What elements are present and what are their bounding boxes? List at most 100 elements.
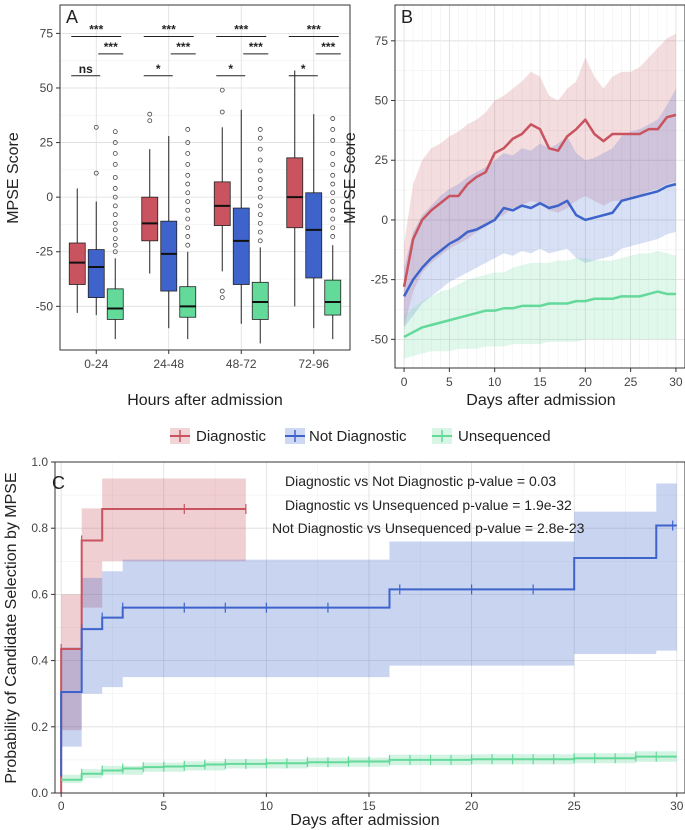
outlier-point [112, 140, 118, 145]
significance-label: * [228, 62, 233, 76]
panel-c-y-tick-label: 1.0 [31, 455, 48, 469]
outlier-point [257, 127, 263, 132]
outlier-point [330, 225, 336, 231]
panel-a-x-tick-label: 0-24 [84, 357, 108, 371]
outlier-point [185, 199, 191, 204]
outlier-point [185, 172, 191, 178]
panel-a-y-tick-label: 75 [40, 26, 54, 40]
outlier-point [330, 127, 336, 132]
legend-item-diagnostic: Diagnostic [170, 428, 267, 445]
panel-c-x-tick-label: 0 [58, 799, 65, 813]
line-not_diagnostic [402, 182, 677, 297]
outlier-point [330, 216, 336, 222]
outlier-point [257, 220, 263, 226]
panel-c-steps [60, 478, 677, 793]
outlier-point [330, 190, 336, 196]
outlier-point [330, 172, 336, 178]
panel-c-frame [54, 461, 685, 794]
legend-item-unsequenced: Unsequenced [432, 428, 551, 445]
box-unsequenced [106, 288, 124, 320]
panel-b-x-tick-label: 15 [533, 375, 547, 389]
outlier-point [219, 87, 225, 93]
panel-c-y-tick-label: 0.4 [31, 654, 48, 668]
annotation-notdiag-vs-unseq: Not Diagnostic vs Unsequenced p-value = … [272, 520, 585, 536]
significance-label: *** [307, 22, 321, 36]
ribbon-not_diagnostic [404, 88, 676, 328]
line-diagnostic [402, 113, 677, 288]
outlier-point [112, 249, 118, 255]
significance-label: *** [162, 22, 176, 36]
panel-c-x-tick-label: 15 [362, 799, 376, 813]
outlier-point [112, 151, 118, 156]
box-unsequenced [324, 279, 342, 316]
panel-a: ******ns********************* -50-250255… [5, 4, 351, 409]
panel-c-label: C [52, 473, 65, 493]
panel-a-x-tick-label: 72-96 [298, 357, 329, 371]
outlier-point [185, 161, 191, 167]
outlier-point [185, 140, 191, 145]
outlier-point [257, 168, 263, 174]
panel-c-x-tick-label: 30 [670, 799, 684, 813]
outlier-point [185, 234, 191, 239]
panel-a-y-tick-label: 50 [40, 81, 54, 95]
box-not_diagnostic [160, 220, 178, 292]
panel-b-x-tick-label: 20 [579, 375, 593, 389]
ribbon-diagnostic [404, 33, 676, 328]
outlier-point [185, 225, 191, 231]
panel-b-y-tick-label: 25 [375, 153, 389, 167]
panel-a-frame [59, 4, 351, 351]
panel-a-y-ticks: -50 -25 0 25 50 75 [36, 26, 60, 313]
outlier-point [112, 212, 118, 218]
panel-c-y-tick-label: 0.0 [31, 786, 48, 800]
panel-c-y-ticks: 0.0 0.2 0.4 0.6 0.8 1.0 [31, 455, 55, 800]
panel-b-x-tick-label: 10 [488, 375, 502, 389]
panel-a-significance: ******ns********************* [71, 22, 341, 77]
panel-c-y-tick-label: 0.6 [31, 587, 48, 601]
outlier-point [112, 203, 118, 209]
box-diagnostic [68, 242, 86, 285]
panel-c-y-tick-label: 0.2 [31, 720, 48, 734]
panel-c-y-axis-title: Probability of Candidate Selection by MP… [3, 472, 20, 783]
significance-label: * [301, 62, 306, 76]
significance-label: *** [234, 22, 248, 36]
outlier-point [330, 161, 336, 167]
panel-b: -50 -25 0 25 50 75 0 5 10 15 20 25 30 B Days after … [342, 4, 685, 409]
outlier-point [93, 124, 99, 130]
outlier-point [257, 238, 263, 244]
panel-c: 0.0 0.2 0.4 0.6 0.8 1.0 0 5 10 15 20 25 30 C Diagno… [3, 455, 685, 829]
outlier-point [330, 207, 336, 213]
panel-b-y-tick-label: 0 [381, 213, 388, 227]
outlier-point [185, 127, 191, 132]
significance-label: *** [89, 22, 103, 36]
panel-b-label: B [401, 7, 413, 27]
panel-b-y-tick-label: 75 [375, 34, 389, 48]
panel-a-y-tick-label: 25 [40, 136, 54, 150]
panel-a-y-tick-label: 0 [46, 190, 53, 204]
outlier-point [112, 194, 118, 200]
panel-b-grid [395, 5, 685, 368]
panel-b-x-tick-label: 0 [401, 375, 408, 389]
outlier-point [219, 109, 225, 115]
outlier-point [112, 186, 118, 191]
outlier-point [330, 199, 336, 204]
box-unsequenced [251, 281, 269, 320]
panel-b-x-tick-label: 5 [446, 375, 453, 389]
panel-b-y-tick-label: 50 [375, 94, 389, 108]
outlier-point [219, 288, 225, 294]
panel-a-label: A [66, 7, 78, 27]
outlier-point [112, 175, 118, 180]
outlier-point [112, 236, 118, 242]
panel-a-x-tick-label: 24-48 [153, 357, 184, 371]
outlier-point [257, 135, 263, 141]
panel-b-y-tick-label: -25 [371, 273, 389, 287]
outlier-point [330, 234, 336, 239]
outlier-point [330, 181, 336, 187]
annotation-diag-vs-notdiag: Diagnostic vs Not Diagnostic p-value = 0… [285, 473, 556, 489]
outlier-point [93, 170, 99, 176]
panel-c-x-tick-label: 5 [160, 799, 167, 813]
outlier-point [185, 151, 191, 156]
box-unsequenced [179, 286, 197, 318]
box-diagnostic [141, 196, 159, 242]
outlier-point [257, 186, 263, 191]
line-unsequenced [403, 290, 676, 339]
